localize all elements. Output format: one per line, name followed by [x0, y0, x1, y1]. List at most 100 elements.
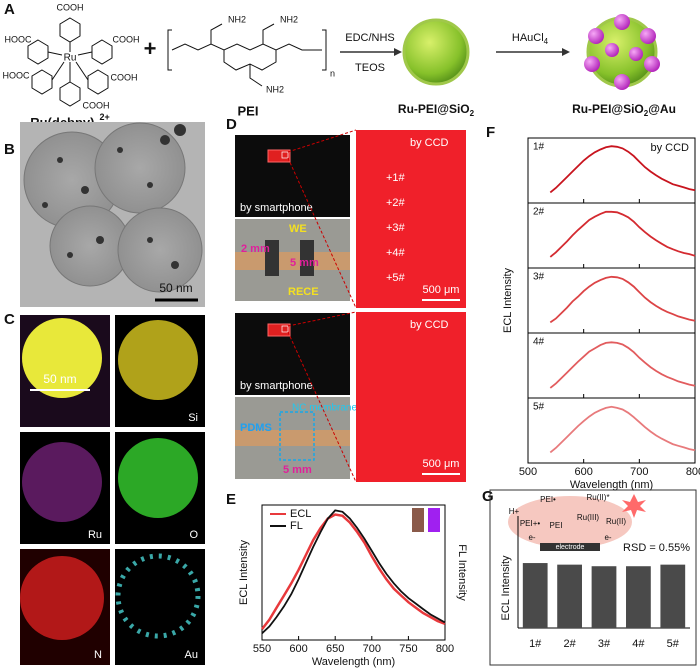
reagent: EDC/NHS	[345, 32, 395, 44]
chem-group: COOH	[113, 34, 140, 44]
compound-name: PEI	[238, 103, 259, 118]
ru-complex-structure	[27, 17, 113, 107]
chem-group: NH2	[228, 14, 246, 24]
x-tick-label: 2#	[563, 638, 576, 650]
panel-label: B	[4, 141, 15, 158]
gold-sphere	[584, 14, 660, 90]
spot-label: +2#	[386, 197, 406, 209]
tem-particles	[23, 122, 203, 293]
series-line	[549, 405, 696, 454]
panel-frame	[489, 489, 697, 666]
element-label: Au	[185, 649, 198, 661]
image-caption: by smartphone	[240, 380, 313, 392]
y2-axis-label: FL Intensity	[456, 544, 468, 601]
x-tick-label: 600	[289, 643, 307, 655]
scheme-label: PEI•	[540, 495, 556, 504]
bar	[522, 563, 548, 628]
plot-frame	[527, 202, 696, 269]
spot-label: +5#	[386, 272, 406, 284]
series-label: 4#	[533, 337, 545, 348]
reagent: HAuCl4	[512, 32, 549, 46]
bar	[591, 566, 617, 628]
panel-label: F	[486, 124, 495, 141]
name-sub: 4	[544, 37, 549, 46]
x-tick-label: 500	[519, 466, 537, 478]
x-tick-label: 3#	[598, 638, 611, 650]
light-burst	[622, 494, 646, 518]
chem-group: NH2	[266, 84, 284, 94]
gold-dots	[42, 124, 186, 269]
ccd-image	[356, 312, 466, 482]
name-sub: 2	[644, 109, 649, 118]
chem-group: n	[330, 68, 335, 78]
ecl-spot	[267, 323, 291, 337]
chem-group: COOH	[111, 72, 138, 82]
dimension-label: 2 mm	[241, 243, 270, 255]
series-line	[549, 210, 696, 258]
zoom-line	[287, 157, 357, 309]
electrodes	[235, 240, 350, 276]
pei-structure	[167, 23, 327, 87]
scale-label: 500 μm	[423, 458, 460, 470]
zoom-line	[287, 311, 357, 327]
element-label: N	[94, 649, 102, 661]
scheme-label: Ru(III)	[577, 513, 600, 522]
name-main: HAuCl	[512, 32, 544, 44]
spot-label: +1#	[386, 172, 406, 184]
electrode-label: RECE	[288, 286, 319, 298]
vial-photo	[428, 508, 440, 532]
silica-sphere	[402, 18, 470, 86]
spot-label: +3#	[386, 222, 406, 234]
series-line	[261, 509, 446, 634]
annotation: RSD = 0.55%	[623, 542, 690, 554]
ecl-spot	[267, 149, 291, 163]
plot-frame	[261, 504, 446, 641]
electrodes	[235, 430, 350, 446]
series-line	[549, 275, 696, 324]
plot-frame	[527, 397, 696, 464]
plot-frame	[527, 267, 696, 334]
legend-label: FL	[290, 520, 303, 532]
x-tick-label: 4#	[632, 638, 645, 650]
material-label: NC membrane	[292, 403, 357, 414]
scale-label: 500 μm	[423, 284, 460, 296]
phone-image	[235, 313, 350, 395]
bar	[557, 564, 582, 628]
scheme-label: H+	[509, 507, 520, 516]
name-sub: 2	[470, 109, 475, 118]
y-axis-label: ECL Intensity	[500, 555, 512, 621]
y-axis-label: ECL Intensity	[238, 539, 250, 605]
chem-group: HOOC	[5, 34, 33, 44]
panel-label: D	[226, 116, 237, 133]
panel-label: G	[482, 488, 494, 505]
element-label: Si	[188, 412, 198, 424]
x-tick-label: 1#	[529, 638, 542, 650]
scheme-label: e-	[604, 533, 611, 542]
series-line	[549, 341, 696, 389]
image-caption: by CCD	[410, 137, 449, 149]
ccd-image	[356, 130, 466, 308]
series-label: 2#	[533, 207, 545, 218]
compound-name: Ru-PEI@SiO2@Au	[572, 102, 676, 118]
chem-group: COOH	[83, 100, 110, 110]
electrode-glow	[508, 496, 632, 548]
plus-sign: +	[144, 36, 157, 61]
element-label: O	[189, 529, 198, 541]
scale-label: 50 nm	[43, 372, 76, 386]
x-tick-label: 650	[326, 643, 344, 655]
x-tick-label: 800	[686, 466, 700, 478]
image-caption: by smartphone	[240, 202, 313, 214]
name-tail: @Au	[648, 102, 676, 116]
series-label: 3#	[533, 272, 545, 283]
compound-name: Ru-PEI@SiO2	[398, 102, 475, 118]
dimension-label: 5 mm	[283, 464, 312, 476]
series-label: 1#	[533, 142, 545, 153]
dimension-label: 5 mm	[290, 257, 319, 269]
reagent: TEOS	[355, 62, 385, 74]
scheme-label: Ru(II)*	[586, 493, 609, 502]
arrow-head	[562, 48, 570, 56]
x-tick-label: 550	[253, 643, 271, 655]
electrode-bar	[540, 543, 600, 551]
series-label: 5#	[533, 402, 545, 413]
